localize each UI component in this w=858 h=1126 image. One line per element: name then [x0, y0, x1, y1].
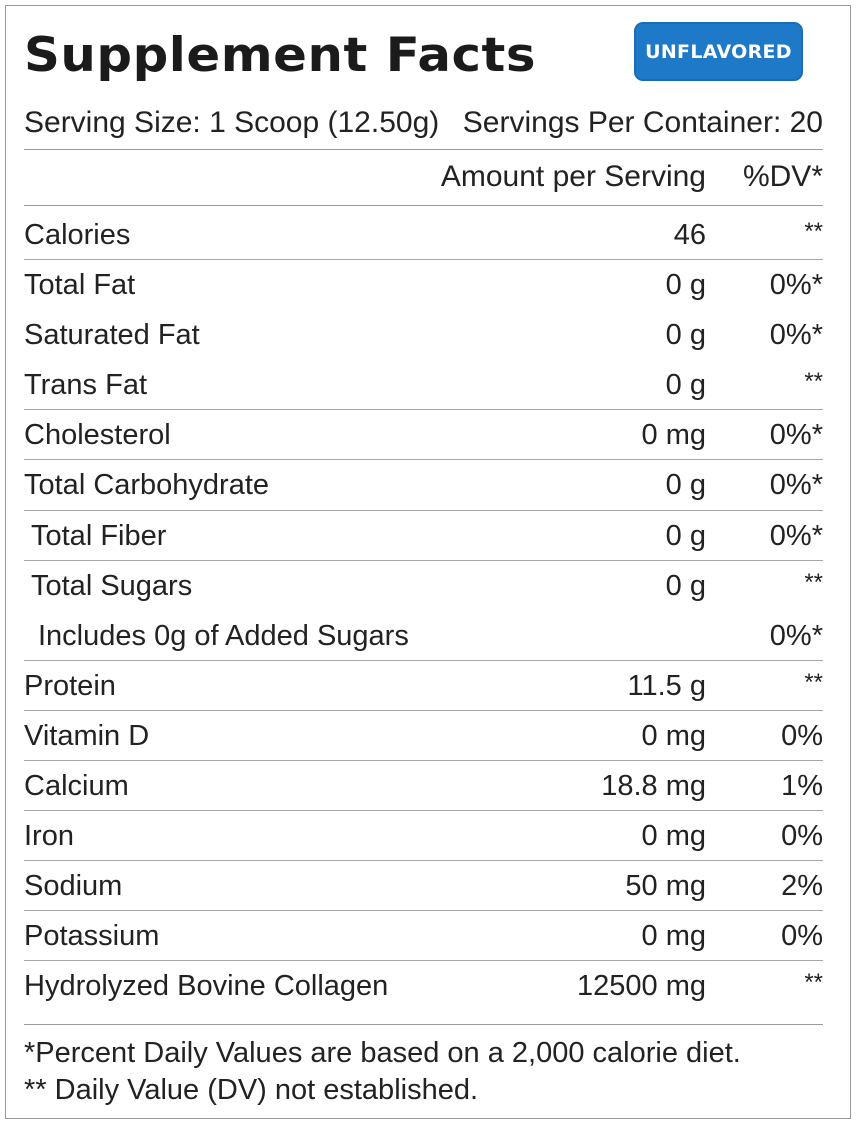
- nutrient-amount: 0 g: [665, 369, 706, 402]
- nutrient-amount: 12500 mg: [577, 970, 706, 1003]
- column-header-amount: Amount per Serving: [440, 160, 706, 193]
- serving-size: Serving Size: 1 Scoop (12.50g): [24, 106, 440, 139]
- nutrient-name: Total Carbohydrate: [24, 469, 270, 502]
- nutrient-name: Total Sugars: [31, 569, 193, 602]
- flavor-badge: UNFLAVORED: [634, 22, 803, 81]
- nutrient-dv: 0%: [781, 719, 823, 752]
- nutrient-name: Trans Fat: [24, 369, 148, 402]
- page-title: Supplement Facts: [24, 28, 537, 83]
- nutrient-name: Saturated Fat: [24, 319, 200, 352]
- nutrient-amount: 46: [673, 219, 706, 251]
- nutrient-name: Potassium: [24, 920, 160, 953]
- table-row: Hydrolyzed Bovine Collagen 12500 mg **: [24, 961, 823, 1011]
- nutrient-dv: **: [804, 969, 823, 997]
- nutrient-name: Includes 0g of Added Sugars: [38, 619, 409, 652]
- table-row: Includes 0g of Added Sugars 0%*: [24, 611, 823, 661]
- table-row: Sodium 50 mg 2%: [24, 861, 823, 912]
- nutrient-name: Protein: [24, 669, 116, 702]
- nutrient-table: Calories 46 ** Total Fat 0 g 0%* Saturat…: [24, 210, 823, 1012]
- nutrient-dv: 0%*: [769, 419, 823, 452]
- nutrient-amount: 0 g: [665, 269, 706, 302]
- table-row: Potassium 0 mg 0%: [24, 911, 823, 962]
- column-header-dv: %DV*: [742, 160, 823, 193]
- table-row: Protein 11.5 g **: [24, 661, 823, 711]
- column-header-row: Amount per Serving %DV*: [24, 149, 823, 206]
- table-row: Iron 0 mg 0%: [24, 811, 823, 862]
- table-row: Total Fiber 0 g 0%*: [24, 511, 823, 561]
- table-row: Cholesterol 0 mg 0%*: [24, 410, 823, 461]
- nutrient-amount: 11.5 g: [627, 669, 706, 702]
- supplement-facts-panel: Supplement Facts UNFLAVORED Serving Size…: [5, 5, 851, 1119]
- nutrient-dv: 0%*: [769, 269, 823, 302]
- nutrient-name: Total Fat: [24, 269, 136, 302]
- footnote-not-established: ** Daily Value (DV) not established.: [24, 1074, 479, 1106]
- nutrient-dv: 0%*: [769, 469, 823, 502]
- nutrient-amount: 0 g: [665, 519, 706, 552]
- nutrient-amount: 0 g: [665, 319, 706, 352]
- table-row: Calcium 18.8 mg 1%: [24, 761, 823, 812]
- nutrient-amount: 18.8 mg: [601, 770, 706, 803]
- serving-info: Serving Size: 1 Scoop (12.50g) Servings …: [24, 98, 823, 148]
- nutrient-name: Sodium: [24, 870, 123, 903]
- nutrient-amount: 50 mg: [625, 870, 706, 903]
- nutrient-dv: **: [804, 668, 823, 696]
- nutrient-dv: 0%*: [769, 519, 823, 552]
- nutrient-name: Cholesterol: [24, 419, 171, 452]
- table-row: Total Fat 0 g 0%*: [24, 260, 823, 310]
- nutrient-dv: 0%: [781, 820, 823, 853]
- nutrient-dv: 0%*: [769, 619, 823, 652]
- nutrient-name: Total Fiber: [31, 519, 167, 552]
- nutrient-dv: 2%: [781, 870, 823, 903]
- nutrient-name: Vitamin D: [24, 719, 150, 752]
- nutrient-dv: 1%: [781, 770, 823, 803]
- nutrient-name: Hydrolyzed Bovine Collagen: [24, 970, 389, 1003]
- nutrient-amount: 0 g: [665, 469, 706, 502]
- servings-per-container: Servings Per Container: 20: [462, 106, 823, 139]
- nutrient-name: Calcium: [24, 770, 129, 803]
- nutrient-dv: 0%: [781, 920, 823, 953]
- table-row: Total Sugars 0 g **: [24, 561, 823, 611]
- nutrient-name: Iron: [24, 820, 74, 853]
- nutrient-dv: **: [804, 368, 823, 396]
- nutrient-amount: 0 mg: [641, 920, 706, 953]
- table-row: Total Carbohydrate 0 g 0%*: [24, 460, 823, 511]
- nutrient-dv: **: [804, 218, 823, 245]
- nutrient-amount: 0 mg: [641, 719, 706, 752]
- nutrient-amount: 0 mg: [641, 419, 706, 452]
- table-row: Trans Fat 0 g **: [24, 360, 823, 411]
- nutrient-name: Calories: [24, 219, 131, 251]
- nutrient-amount: 0 mg: [641, 820, 706, 853]
- nutrient-amount: 0 g: [665, 569, 706, 602]
- nutrient-dv: **: [804, 568, 823, 596]
- table-row: Vitamin D 0 mg 0%: [24, 711, 823, 762]
- nutrient-dv: 0%*: [769, 319, 823, 352]
- footnotes: *Percent Daily Values are based on a 2,0…: [24, 1024, 823, 1109]
- table-row: Saturated Fat 0 g 0%*: [24, 310, 823, 360]
- footnote-dv-basis: *Percent Daily Values are based on a 2,0…: [24, 1037, 741, 1069]
- table-row: Calories 46 **: [24, 210, 823, 261]
